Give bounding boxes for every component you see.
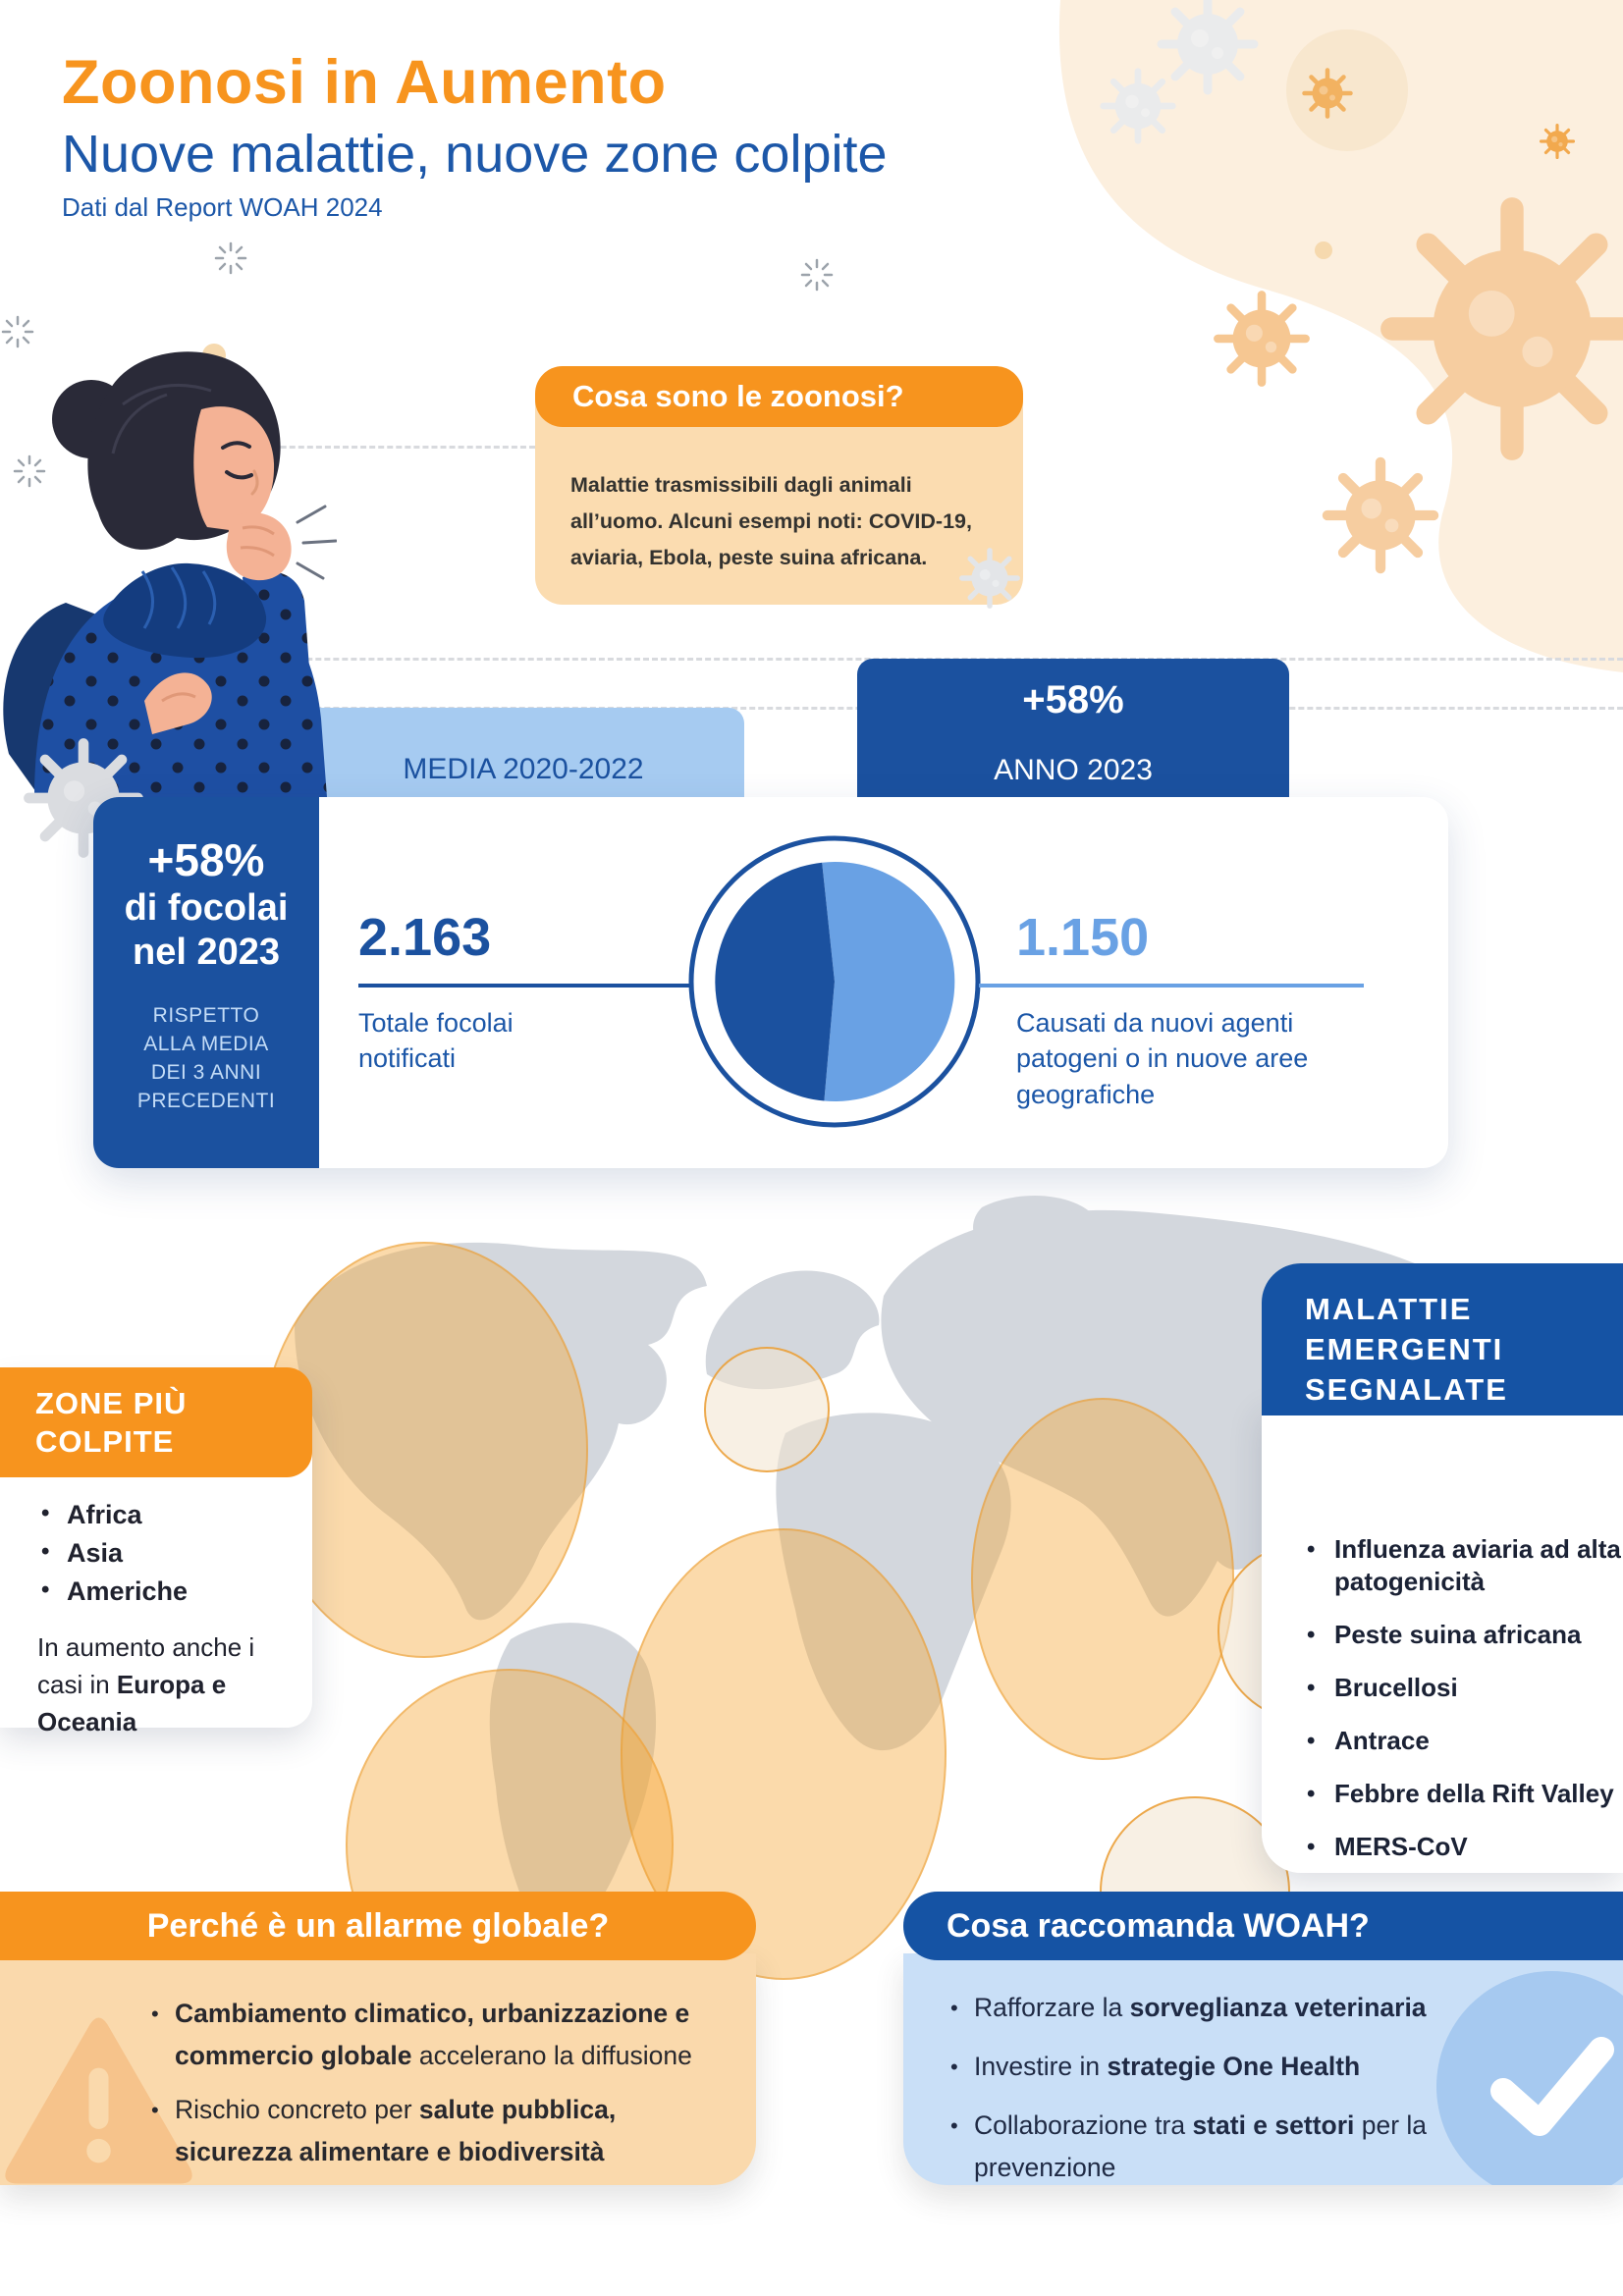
stat-highlight-panel: +58% di focolai nel 2023 RISPETTO ALLA M… (93, 797, 319, 1168)
hotspot-circle-asia (971, 1398, 1234, 1760)
stat-pct: +58% (147, 834, 265, 885)
gray-virus-icon-small (957, 546, 1022, 611)
alarm-bullet: Cambiamento climatico, urbanizzazione e … (145, 1993, 715, 2077)
disease-item: MERS-CoV (1303, 1831, 1623, 1863)
recommendations-header: Cosa raccomanda WOAH? (903, 1892, 1623, 1960)
hotspot-circle-europe (704, 1347, 830, 1472)
pie-chart (688, 835, 981, 1128)
disease-item: Antrace (1303, 1725, 1623, 1757)
zones-list: Africa Asia Americhe (37, 1500, 289, 1607)
new-outbreaks-value: 1.150 (1016, 908, 1150, 967)
zone-item: Africa (37, 1500, 289, 1530)
recommendations-bullets: Rafforzare la sorveglianza veterinaria I… (945, 1987, 1455, 2185)
disease-item: Influenza aviaria ad alta patogenicità (1303, 1533, 1623, 1598)
pie-slice-new (822, 861, 955, 1101)
total-outbreaks-value: 2.163 (358, 908, 492, 967)
bar-label: MEDIA 2020-2022 (403, 753, 644, 785)
disease-item: Febbre della Rift Valley (1303, 1778, 1623, 1810)
cough-lines (296, 505, 337, 580)
zones-note: In aumento anche i casi in Europa e Ocea… (37, 1632, 255, 1736)
alarm-header: Perché è un allarme globale? (0, 1892, 756, 1960)
recommendations-card: Rafforzare la sorveglianza veterinaria I… (903, 1953, 1623, 2185)
diseases-card: Influenza aviaria ad alta patogenicità P… (1262, 1404, 1623, 1873)
zone-item: Americhe (37, 1576, 289, 1607)
disease-item: Brucellosi (1303, 1672, 1623, 1704)
bar-badge: +58% (1022, 678, 1124, 721)
callout-title: Cosa sono le zoonosi? (572, 379, 904, 413)
stat-pct-line2: di focolai (124, 886, 289, 929)
pie-connector-left (358, 984, 696, 988)
zones-header: ZONE PIÙ COLPITE (0, 1367, 312, 1477)
new-outbreaks-label: Causati da nuovi agenti patogeni o in nu… (1016, 1008, 1309, 1109)
diseases-list: Influenza aviaria ad alta patogenicità P… (1303, 1533, 1621, 1863)
alarm-title: Perché è un allarme globale? (146, 1907, 610, 1945)
callout-text: Malattie trasmissibili dagli animali all… (570, 473, 972, 569)
recommendation-bullet: Collaborazione tra stati e settori per l… (945, 2105, 1455, 2185)
alarm-bullet: Rischio concreto per salute pubblica, si… (145, 2089, 715, 2173)
coughing-woman-illustration (3, 351, 337, 797)
bar-label: ANNO 2023 (994, 754, 1153, 786)
stat-caption: RISPETTO ALLA MEDIA DEI 3 ANNI PRECEDENT… (136, 1004, 276, 1113)
total-outbreaks-label: Totale focolai notificati (358, 1008, 514, 1074)
callout-body: Malattie trasmissibili dagli animali all… (535, 397, 1023, 605)
disease-item: Peste suina africana (1303, 1619, 1623, 1651)
recommendation-bullet: Rafforzare la sorveglianza veterinaria (945, 1987, 1455, 2029)
stat-card: +58% di focolai nel 2023 RISPETTO ALLA M… (93, 797, 1448, 1168)
blob-shape (1058, 0, 1623, 672)
callout-header: Cosa sono le zoonosi? (535, 366, 1023, 427)
stat-pct-line3: nel 2023 (133, 932, 280, 974)
page-subtitle: Nuove malattie, nuove zone colpite (62, 125, 888, 184)
pie-slice-total (715, 862, 835, 1101)
recommendation-bullet: Investire in strategie One Health (945, 2046, 1455, 2088)
hotspot-circle-north-america (260, 1242, 588, 1658)
alarm-bullets: Cambiamento climatico, urbanizzazione e … (145, 1993, 715, 2185)
diseases-header: MALATTIE EMERGENTI SEGNALATE (1262, 1263, 1623, 1415)
pie-connector-right (979, 984, 1364, 988)
dashed-line (147, 446, 535, 449)
page-title: Zoonosi in Aumento (62, 48, 667, 117)
check-icon (1436, 1971, 1623, 2185)
recommendations-title: Cosa raccomanda WOAH? (947, 1907, 1370, 1945)
virus-decoration-cluster (1058, 0, 1623, 672)
data-source-label: Dati dal Report WOAH 2024 (62, 192, 383, 222)
zone-item: Asia (37, 1538, 289, 1569)
